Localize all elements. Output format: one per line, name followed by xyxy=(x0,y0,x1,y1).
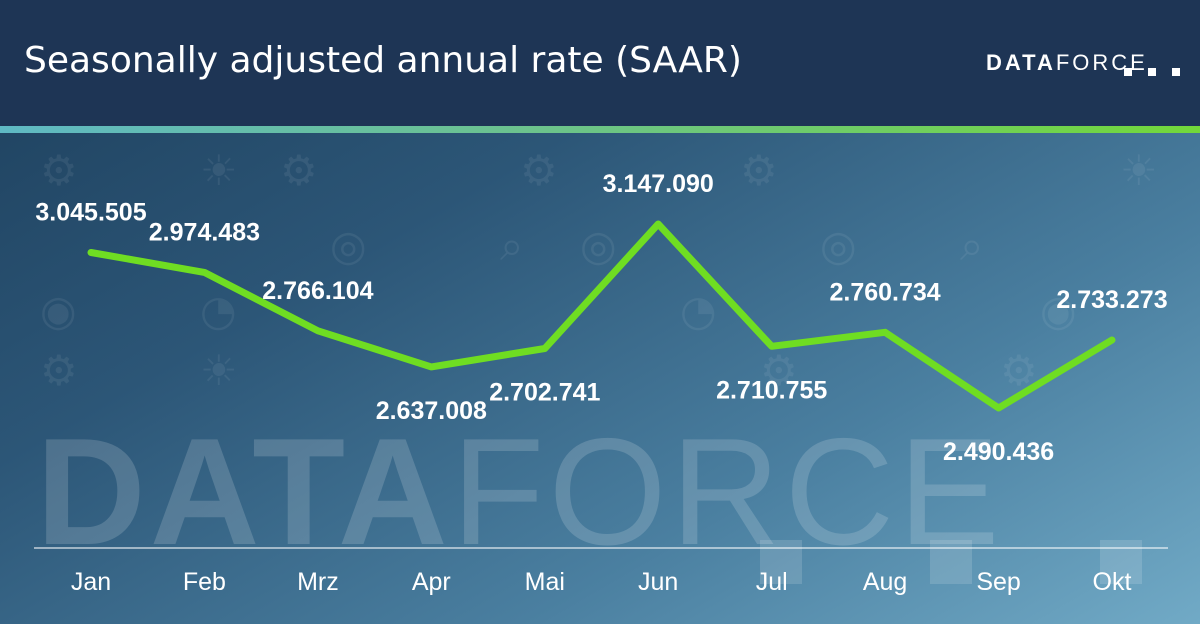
x-tick-jul: Jul xyxy=(756,568,788,596)
data-label-mai: 2.702.741 xyxy=(489,379,600,407)
gear-icon: ⚙ xyxy=(40,346,78,395)
watermark-light-text: FORCE xyxy=(451,407,1004,577)
data-label-feb: 2.974.483 xyxy=(149,218,260,246)
watermark-dot xyxy=(1100,540,1142,584)
x-tick-labels: Jan Feb Mrz Apr Mai Jun Jul Aug Sep Okt xyxy=(71,568,1132,596)
gear-icon: ⚙ xyxy=(740,146,778,195)
logo-dot xyxy=(1124,68,1132,76)
globe-icon: ◎ xyxy=(580,221,617,270)
x-tick-aug: Aug xyxy=(863,568,907,596)
eye-icon: ◉ xyxy=(40,286,77,335)
data-label-aug: 2.760.734 xyxy=(829,278,940,306)
x-tick-apr: Apr xyxy=(412,568,451,596)
data-label-sep: 2.490.436 xyxy=(943,438,1054,466)
lightbulb-icon: ☀ xyxy=(1120,146,1158,195)
watermark-dot xyxy=(760,540,802,584)
x-tick-mai: Mai xyxy=(525,568,565,596)
data-label-okt: 2.733.273 xyxy=(1056,286,1167,314)
gear-icon: ⚙ xyxy=(280,146,318,195)
gear-icon: ⚙ xyxy=(40,146,78,195)
lightbulb-icon: ☀ xyxy=(200,346,238,395)
data-label-jun: 3.147.090 xyxy=(603,170,714,198)
header: Seasonally adjusted annual rate (SAAR) D… xyxy=(0,0,1200,128)
eye-icon: ◉ xyxy=(1040,286,1077,335)
pie-chart-icon: ◔ xyxy=(200,286,237,335)
gear-icon: ⚙ xyxy=(760,346,798,395)
gear-icon: ⚙ xyxy=(520,146,558,195)
watermark-logo: DATAFORCE xyxy=(36,416,1004,568)
page-title: Seasonally adjusted annual rate (SAAR) xyxy=(24,40,742,81)
x-tick-mrz: Mrz xyxy=(297,568,339,596)
globe-icon: ◎ xyxy=(330,221,367,270)
search-icon: ⌕ xyxy=(960,221,984,270)
globe-icon: ◎ xyxy=(820,221,857,270)
series-line-saar xyxy=(87,220,1116,412)
x-tick-feb: Feb xyxy=(183,568,226,596)
header-accent-bar xyxy=(0,126,1200,133)
watermark-bold-text: DATA xyxy=(36,407,452,577)
logo-dot xyxy=(1172,68,1180,76)
data-label-jan: 3.045.505 xyxy=(35,199,146,227)
data-label-apr: 2.637.008 xyxy=(376,397,487,425)
logo-bold-text: DATA xyxy=(986,50,1056,75)
logo-dots xyxy=(1124,68,1184,78)
data-label-mrz: 2.766.104 xyxy=(262,277,373,305)
search-icon: ⌕ xyxy=(500,221,524,270)
logo-dot xyxy=(1148,68,1156,76)
x-tick-jan: Jan xyxy=(71,568,111,596)
x-tick-sep: Sep xyxy=(976,568,1020,596)
pie-chart-icon: ◔ xyxy=(680,286,717,335)
data-label-jul: 2.710.755 xyxy=(716,376,827,404)
x-tick-okt: Okt xyxy=(1093,568,1132,596)
watermark-dot xyxy=(930,540,972,584)
lightbulb-icon: ☀ xyxy=(200,146,238,195)
x-tick-jun: Jun xyxy=(638,568,678,596)
